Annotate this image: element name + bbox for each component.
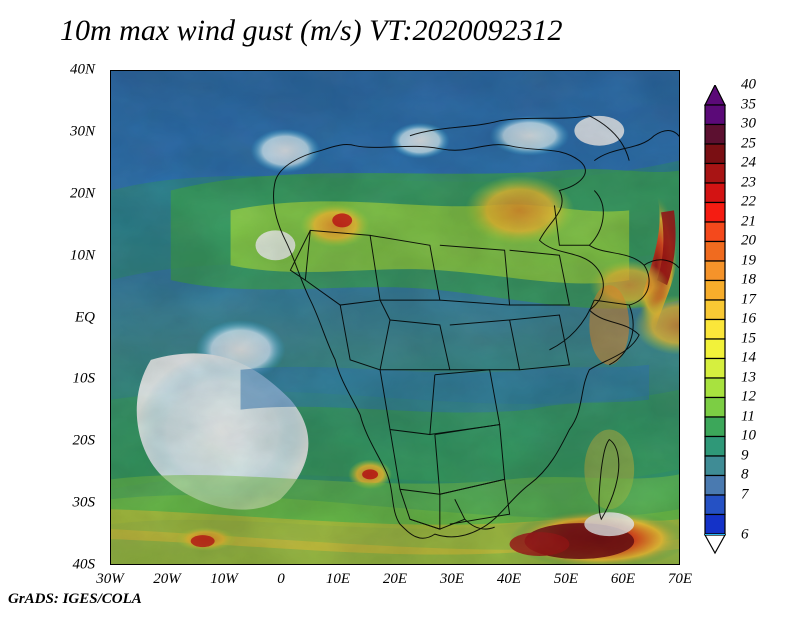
cb-label-14: 14 bbox=[741, 350, 756, 367]
ytick-label-1: 30N bbox=[70, 123, 95, 140]
cb-label-9: 9 bbox=[741, 447, 749, 464]
colorbar: 40 35 30 25 24 23 22 21 20 19 18 17 16 1… bbox=[695, 85, 735, 555]
xtick-label-5: 20E bbox=[383, 571, 407, 588]
xtick-label-4: 10E bbox=[326, 571, 350, 588]
xtick-label-2: 10W bbox=[210, 571, 238, 588]
ytick-label-3: 10N bbox=[70, 247, 95, 264]
ytick-label-7: 30S bbox=[73, 495, 96, 512]
xtick-label-9: 60E bbox=[611, 571, 635, 588]
cb-label-21: 21 bbox=[741, 213, 756, 230]
x-axis-labels: 30W 20W 10W 0 10E 20E 30E 40E 50E 60E 70… bbox=[110, 565, 680, 595]
cb-label-22: 22 bbox=[741, 194, 756, 211]
ytick-label-4: EQ bbox=[75, 309, 95, 326]
cb-label-35: 35 bbox=[741, 96, 756, 113]
cb-label-18: 18 bbox=[741, 272, 756, 289]
ytick-label-5: 10S bbox=[73, 371, 96, 388]
xtick-label-0: 30W bbox=[96, 571, 124, 588]
cb-label-12: 12 bbox=[741, 389, 756, 406]
cb-label-17: 17 bbox=[741, 291, 756, 308]
ytick-label-2: 20N bbox=[70, 185, 95, 202]
xtick-label-3: 0 bbox=[277, 571, 285, 588]
cb-label-40: 40 bbox=[741, 77, 756, 94]
cb-label-8: 8 bbox=[741, 467, 749, 484]
cb-label-24: 24 bbox=[741, 155, 756, 172]
map-svg bbox=[111, 71, 679, 564]
ytick-label-8: 40S bbox=[73, 557, 96, 574]
wind-gust-map bbox=[110, 70, 680, 565]
cb-label-6: 6 bbox=[741, 527, 749, 544]
cb-label-19: 19 bbox=[741, 252, 756, 269]
cb-label-13: 13 bbox=[741, 369, 756, 386]
cb-label-30: 30 bbox=[741, 116, 756, 133]
cb-label-10: 10 bbox=[741, 428, 756, 445]
xtick-label-1: 20W bbox=[153, 571, 181, 588]
xtick-label-7: 40E bbox=[497, 571, 521, 588]
xtick-label-8: 50E bbox=[554, 571, 578, 588]
y-axis-labels: 40N 30N 20N 10N EQ 10S 20S 30S 40S bbox=[0, 70, 105, 565]
cb-label-11: 11 bbox=[741, 408, 755, 425]
cb-label-23: 23 bbox=[741, 174, 756, 191]
page-title: 10m max wind gust (m/s) VT:2020092312 bbox=[60, 14, 563, 48]
cb-label-7: 7 bbox=[741, 486, 749, 503]
xtick-label-6: 30E bbox=[440, 571, 464, 588]
cb-label-25: 25 bbox=[741, 135, 756, 152]
cb-label-16: 16 bbox=[741, 311, 756, 328]
cb-label-20: 20 bbox=[741, 233, 756, 250]
cb-label-15: 15 bbox=[741, 330, 756, 347]
ytick-label-6: 20S bbox=[73, 433, 96, 450]
xtick-label-10: 70E bbox=[668, 571, 692, 588]
source-caption: GrADS: IGES/COLA bbox=[8, 591, 142, 608]
ytick-label-0: 40N bbox=[70, 62, 95, 79]
